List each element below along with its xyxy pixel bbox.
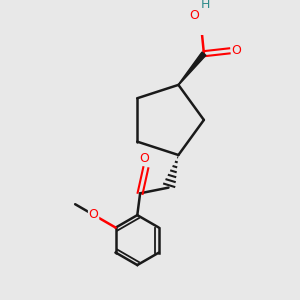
Text: O: O (232, 44, 242, 57)
Text: H: H (201, 0, 210, 11)
Text: O: O (88, 208, 98, 221)
Text: O: O (140, 152, 149, 165)
Text: O: O (189, 9, 199, 22)
Polygon shape (178, 52, 206, 85)
